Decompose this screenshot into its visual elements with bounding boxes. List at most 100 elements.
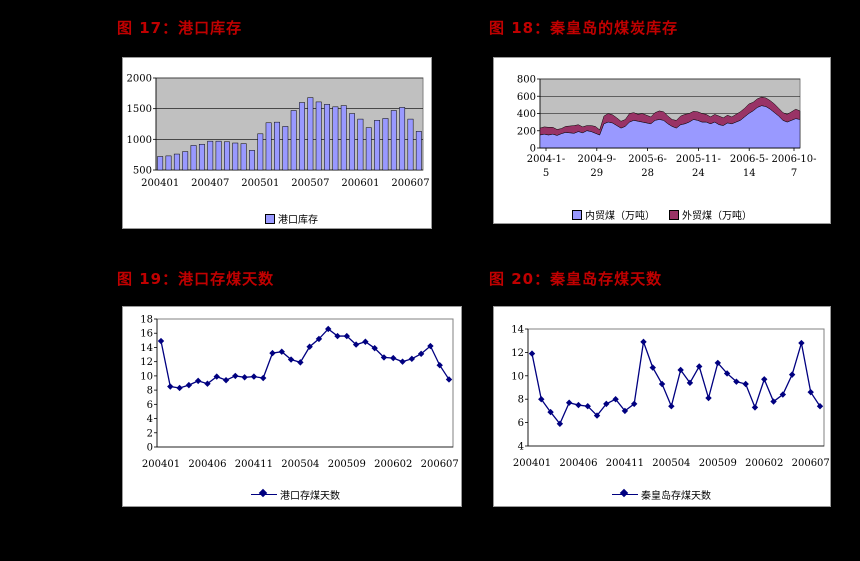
- bar: [349, 113, 355, 171]
- x-tick-label: 200401: [141, 178, 179, 189]
- y-tick-label: 1000: [127, 135, 152, 146]
- x-tick-label: 2004-9-: [578, 154, 617, 165]
- y-tick-label: 4: [147, 414, 153, 425]
- x-tick-label: 200601: [341, 178, 379, 189]
- qhd-inventory-plot: 0 200 400 600 800 2004-1- 5 2004-9- 29 2005-6- 28 2…: [517, 75, 817, 180]
- data-point: [287, 356, 295, 363]
- port-inventory-legend: 港口库存: [265, 211, 318, 226]
- qhd-inventory-legend: 内贸煤（万吨） 外贸煤（万吨）: [572, 207, 752, 222]
- data-point: [390, 354, 397, 362]
- y-tick-label: 500: [133, 166, 152, 177]
- x-tick-label: 200411: [235, 459, 273, 470]
- y-tick-label: 1500: [127, 104, 152, 115]
- bar: [215, 140, 222, 171]
- qhd-inventory-chart: 0 200 400 600 800 2004-1- 5 2004-9- 29 2005-6- 28 2…: [493, 57, 831, 224]
- x-tick-label: 200406: [188, 459, 226, 470]
- bar: [399, 107, 406, 171]
- data-point: [325, 325, 332, 333]
- bar: [224, 141, 230, 171]
- y-tick-label: 800: [517, 75, 536, 86]
- figure-20-title: 图 20：秦皇岛存煤天数: [489, 270, 663, 288]
- data-point: [380, 354, 388, 361]
- bar: [165, 155, 172, 171]
- legend-swatch: [265, 213, 275, 224]
- legend-item: 港口存煤天数: [251, 487, 340, 502]
- data-point: [761, 376, 768, 383]
- bar: [357, 118, 364, 171]
- y-tick-label: 18: [140, 315, 153, 326]
- y-tick-label: 8: [518, 395, 524, 406]
- data-point: [176, 384, 183, 392]
- data-point: [649, 364, 656, 371]
- data-point: [408, 355, 416, 363]
- bar: [190, 145, 197, 171]
- x-tick-label: 2006-10-: [772, 154, 817, 165]
- bar: [240, 143, 247, 171]
- legend-label: 港口库存: [278, 215, 318, 226]
- y-tick-label: 14: [511, 325, 524, 336]
- y-tick-label: 12: [511, 348, 524, 359]
- data-point: [417, 350, 425, 358]
- x-tick-label: 200607: [421, 459, 459, 470]
- y-tick-label: 14: [140, 343, 153, 354]
- y-tick-label: 16: [140, 329, 153, 340]
- bar: [173, 153, 180, 171]
- data-point: [167, 383, 174, 390]
- x-tick-label: 200401: [513, 458, 551, 469]
- bar: [374, 120, 381, 171]
- x-tick-label: 2005-11-: [676, 154, 721, 165]
- x-tick-label: 24: [692, 168, 705, 179]
- y-tick-label: 600: [517, 92, 536, 103]
- legend-item: 秦皇岛存煤天数: [612, 487, 711, 502]
- y-tick-label: 2000: [127, 74, 152, 85]
- legend-label: 港口存煤天数: [280, 491, 340, 502]
- y-tick-label: 8: [147, 386, 153, 397]
- y-tick-label: 6: [147, 400, 153, 411]
- bar: [207, 140, 214, 171]
- legend-label: 外贸煤（万吨）: [682, 211, 752, 222]
- data-point: [584, 403, 591, 410]
- bar: [274, 121, 280, 171]
- y-tick-label: 12: [140, 357, 153, 368]
- data-point: [259, 374, 267, 382]
- bar: [415, 131, 422, 171]
- data-point: [528, 350, 536, 357]
- bar: [282, 126, 289, 171]
- data-point: [668, 403, 675, 410]
- legend-marker: [251, 490, 277, 499]
- data-point: [705, 394, 712, 402]
- x-tick-label: 200501: [241, 178, 279, 189]
- y-tick-label: 400: [517, 109, 536, 120]
- legend-label: 秦皇岛存煤天数: [641, 491, 711, 502]
- x-tick-label: 200509: [328, 459, 366, 470]
- bar: [290, 110, 297, 171]
- data-point: [427, 342, 434, 350]
- figure-17-title: 图 17：港口库存: [117, 19, 243, 37]
- data-point: [194, 377, 202, 385]
- bar: [390, 110, 397, 171]
- legend-item: 外贸煤（万吨）: [669, 207, 752, 222]
- y-tick-label: 0: [530, 144, 536, 155]
- x-tick-label: 200504: [281, 459, 319, 470]
- qhd-days-chart: 4 6 8 10 12 14 200401 200406 200411 200504 200509 2…: [493, 306, 831, 507]
- plot-area: [156, 318, 454, 448]
- x-tick-label: 200406: [559, 458, 597, 469]
- data-point: [399, 358, 406, 365]
- x-tick-label: 5: [543, 168, 549, 179]
- bar: [257, 133, 264, 171]
- bar: [407, 118, 414, 171]
- area-series-domestic-trade: [539, 105, 801, 149]
- data-point: [278, 348, 285, 355]
- data-point: [816, 403, 824, 410]
- x-tick-label: 200407: [191, 178, 229, 189]
- data-point: [556, 420, 564, 427]
- bar: [157, 156, 164, 171]
- data-point: [751, 404, 759, 411]
- bar: [332, 106, 339, 171]
- x-tick-label: 200509: [699, 458, 737, 469]
- bar: [307, 97, 314, 171]
- data-point: [185, 381, 193, 389]
- x-tick-label: 14: [743, 168, 756, 179]
- bar: [265, 122, 272, 171]
- bar: [299, 102, 305, 171]
